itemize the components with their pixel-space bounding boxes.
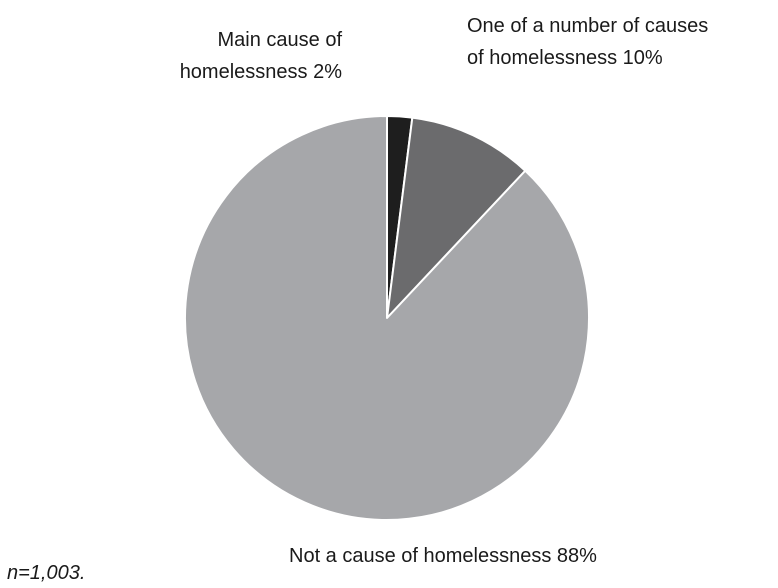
slice-label-main-cause-line1: Main cause of — [217, 29, 342, 51]
slice-label-one-of-causes-line1: One of a number of causes — [467, 15, 709, 37]
pie-slices — [184, 115, 591, 521]
slice-label-one-of-causes-line2: of homelessness 10% — [467, 47, 663, 69]
slice-label-not-a-cause-line1: Not a cause of homelessness 88% — [289, 545, 597, 567]
slice-label-one-of-causes: One of a number of causes of homelessnes… — [467, 10, 708, 74]
pie-slice-one-of-causes — [386, 116, 527, 319]
pie-slice-not-a-cause — [184, 115, 591, 521]
slice-label-main-cause-line2: homelessness 2% — [179, 61, 342, 83]
slice-label-main-cause: Main cause of homelessness 2% — [180, 24, 342, 88]
sample-size-footnote: n=1,003. — [7, 562, 86, 584]
slice-label-not-a-cause: Not a cause of homelessness 88% — [289, 540, 597, 572]
